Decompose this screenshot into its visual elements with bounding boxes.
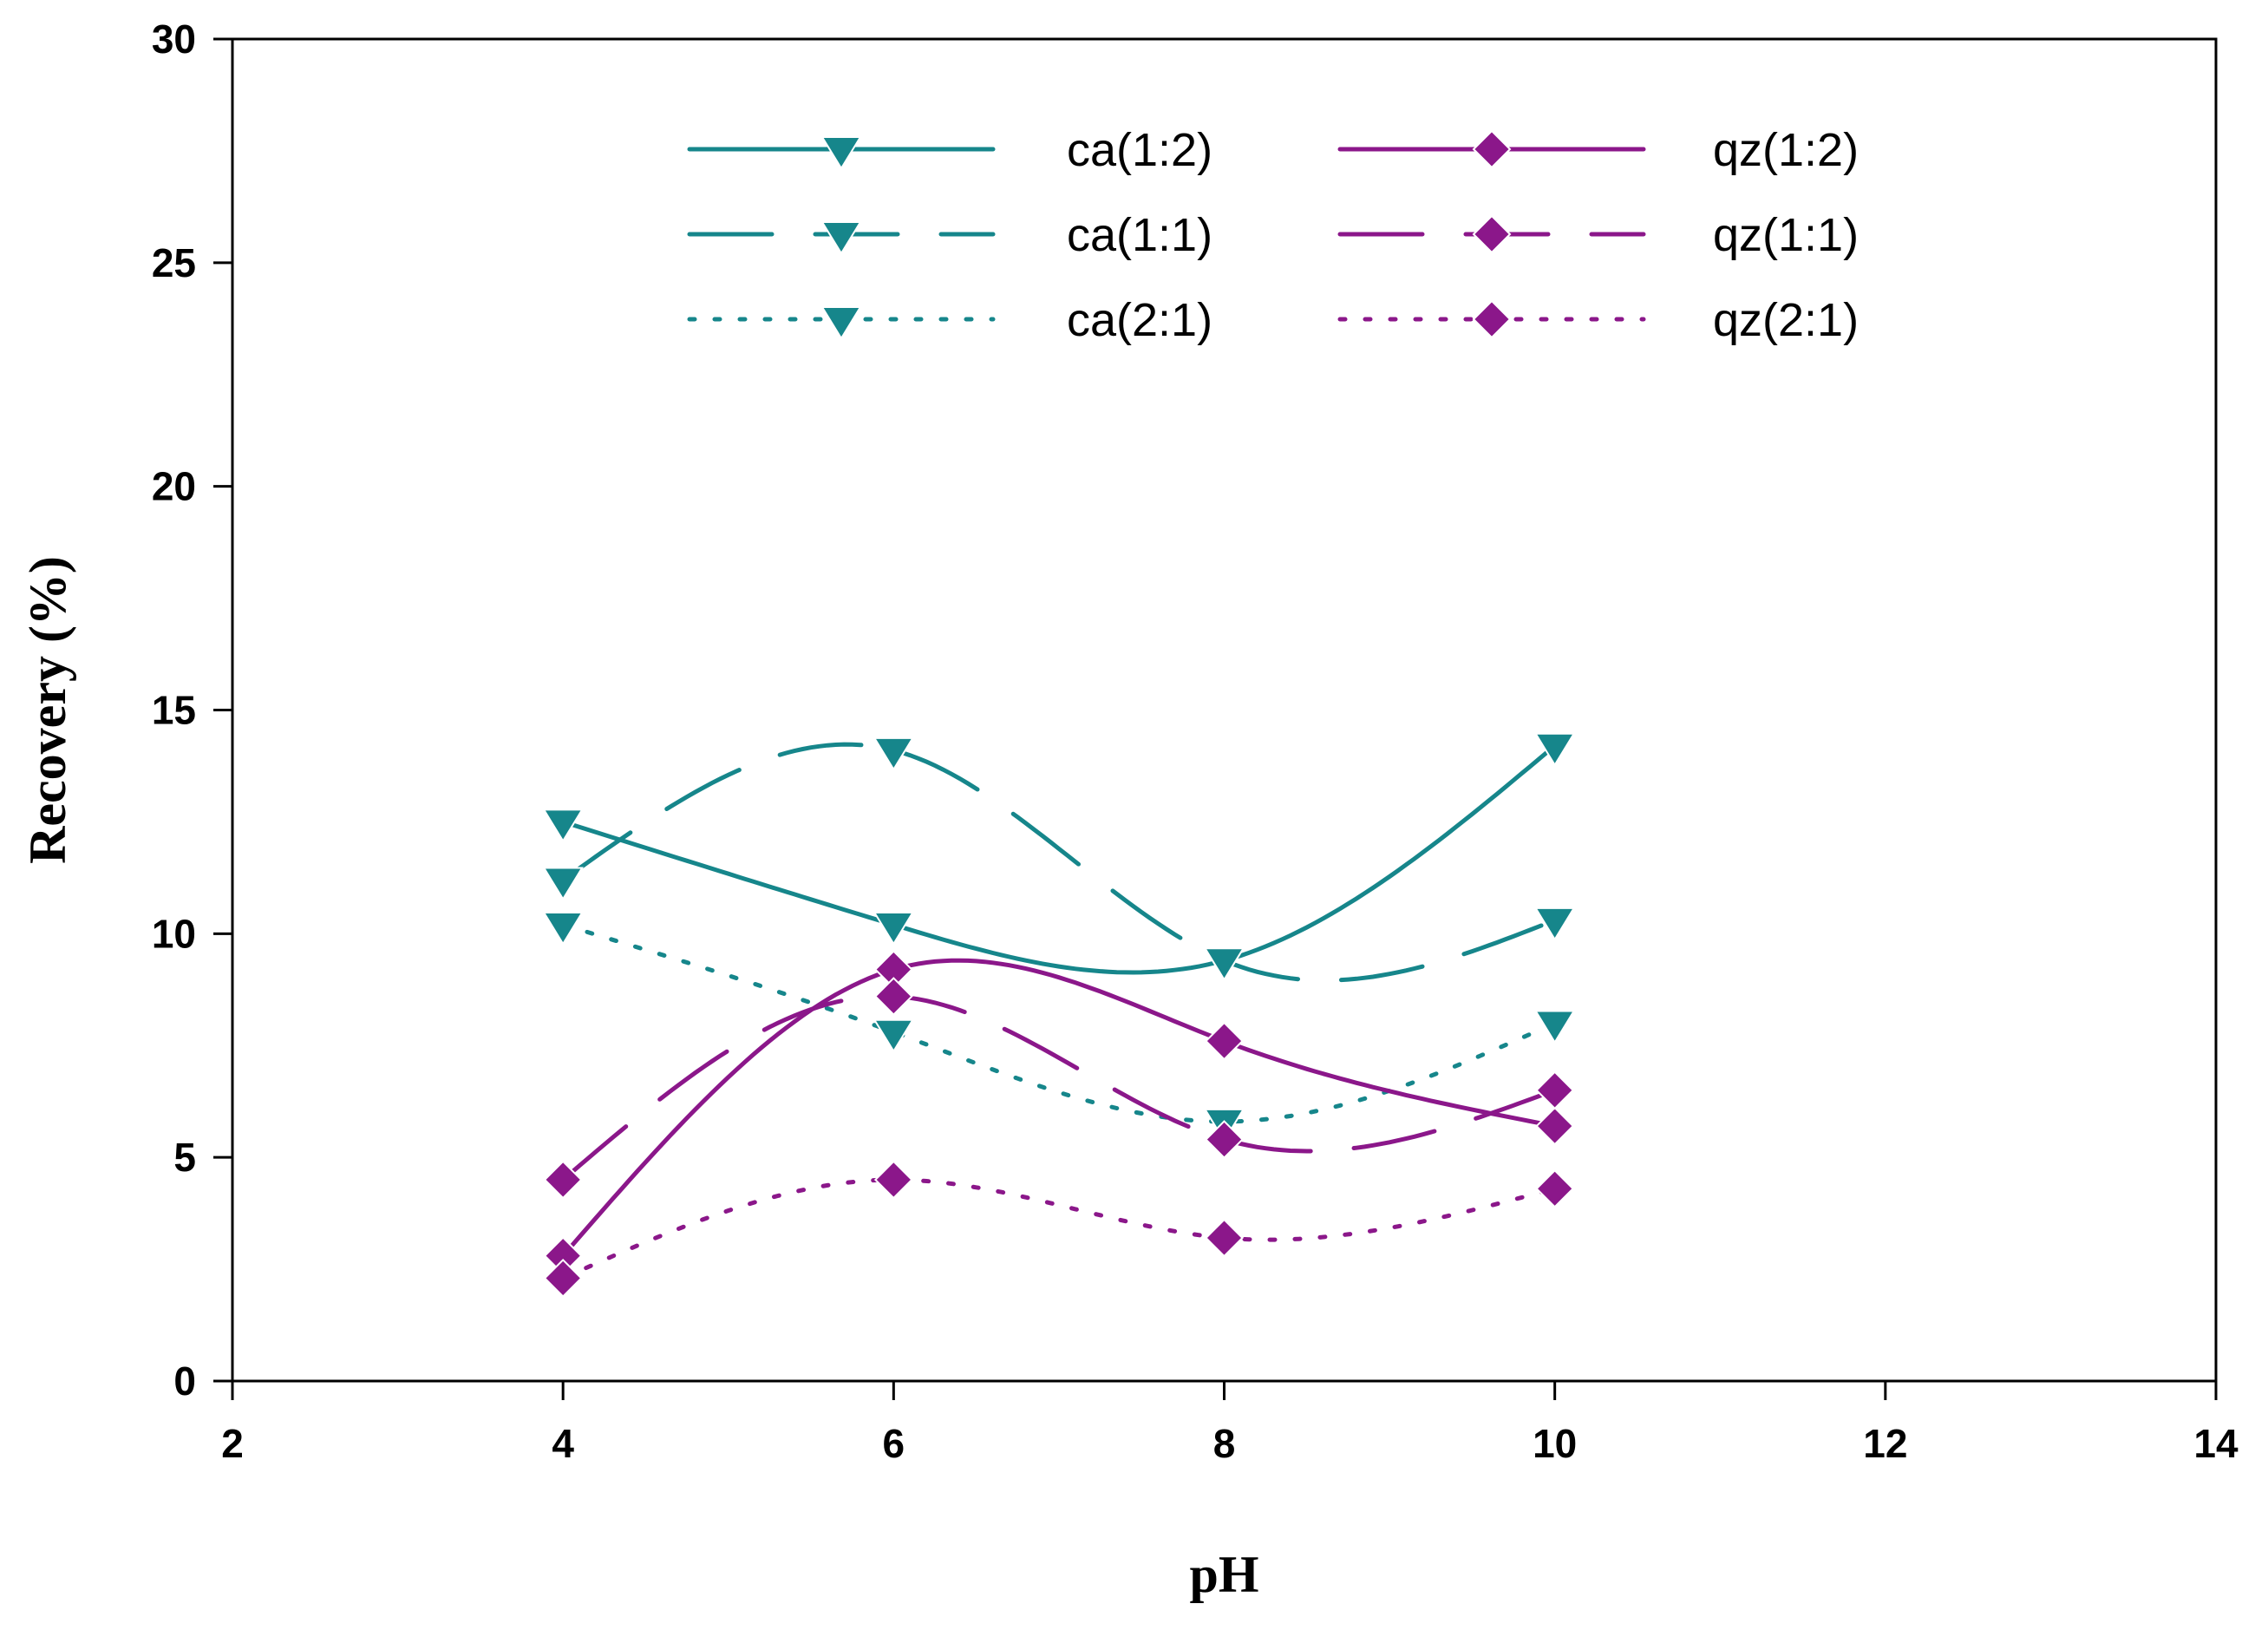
data-point-qz-2-1-ph-8: [1205, 1218, 1244, 1258]
data-point-qz-2-1-ph-6: [873, 1160, 913, 1200]
legend-label-qz-1-1: qz(1:1): [1713, 209, 1859, 261]
data-point-qz-1-1-ph-10: [1535, 1070, 1575, 1110]
data-point-ca-1-2-ph-6: [873, 912, 915, 946]
y-tick-label-20: 20: [152, 464, 196, 509]
legend-marker-qz-1-1: [1472, 214, 1512, 254]
data-point-qz-1-2-ph-10: [1535, 1106, 1575, 1146]
legend-label-ca-1-1: ca(1:1): [1067, 209, 1212, 261]
series-layer: [542, 732, 1576, 1298]
series-line-ca-1-2: [560, 743, 1558, 975]
x-tick-label-6: 6: [883, 1421, 905, 1466]
y-tick-label-15: 15: [152, 688, 196, 733]
legend-entry-ca-1-1: ca(1:1): [687, 209, 1212, 261]
data-point-qz-1-1-ph-8: [1205, 1120, 1244, 1159]
legend-label-qz-2-1: qz(2:1): [1713, 294, 1859, 346]
series-qz-1-2: [543, 950, 1575, 1276]
series-line-qz-1-1: [560, 993, 1558, 1182]
y-tick-label-25: 25: [152, 240, 196, 285]
series-line-qz-2-1: [560, 1177, 1558, 1280]
series-ca-1-1: [542, 736, 1576, 983]
data-point-qz-1-1-ph-4: [543, 1160, 583, 1200]
x-tick-label-12: 12: [1863, 1421, 1907, 1466]
data-point-ca-1-1-ph-8: [1203, 947, 1245, 982]
series-qz-2-1: [543, 1160, 1575, 1298]
x-tick-label-2: 2: [221, 1421, 244, 1466]
legend-entry-qz-2-1: qz(2:1): [1337, 294, 1859, 346]
data-point-ca-1-1-ph-6: [873, 736, 915, 771]
legend-label-ca-1-2: ca(1:2): [1067, 124, 1212, 176]
data-point-ca-2-1-ph-10: [1533, 1010, 1576, 1044]
x-axis-title: pH: [1189, 1546, 1258, 1603]
data-point-qz-2-1-ph-10: [1535, 1168, 1575, 1208]
data-point-ca-1-2-ph-4: [542, 808, 584, 843]
x-tick-label-14: 14: [2193, 1421, 2239, 1466]
legend-marker-ca-1-2: [820, 136, 862, 170]
x-tick-label-4: 4: [552, 1421, 574, 1466]
legend-label-qz-1-2: qz(1:2): [1713, 124, 1859, 176]
data-point-ca-2-1-ph-4: [542, 912, 584, 946]
legend-entry-qz-1-2: qz(1:2): [1337, 124, 1859, 176]
series-ca-1-2: [542, 732, 1576, 982]
data-point-ca-1-1-ph-4: [542, 867, 584, 901]
y-tick-label-5: 5: [173, 1135, 196, 1180]
legend: ca(1:2) ca(1:1) ca(2:1) qz(1:2) qz(1:1) qz(2:…: [687, 124, 1859, 346]
legend-marker-ca-1-1: [820, 221, 862, 255]
x-tick-label-10: 10: [1533, 1421, 1577, 1466]
data-point-qz-2-1-ph-4: [543, 1258, 583, 1298]
legend-entry-qz-1-1: qz(1:1): [1337, 209, 1859, 261]
series-line-qz-1-2: [560, 958, 1558, 1259]
data-point-ca-2-1-ph-6: [873, 1018, 915, 1053]
legend-entry-ca-1-2: ca(1:2): [687, 124, 1212, 176]
legend-marker-qz-2-1: [1472, 299, 1512, 339]
y-tick-label-10: 10: [152, 911, 196, 956]
legend-entry-ca-2-1: ca(2:1): [687, 294, 1212, 346]
x-tick-label-8: 8: [1213, 1421, 1236, 1466]
data-point-ca-1-1-ph-10: [1533, 907, 1576, 941]
axes: 2 4 6 8 10 12 14 0 5 10 15 20 25 30 pH Recovery (%): [19, 16, 2239, 1603]
series-qz-1-1: [543, 977, 1575, 1200]
legend-marker-qz-1-2: [1472, 129, 1512, 169]
data-point-qz-1-2-ph-8: [1205, 1021, 1244, 1061]
y-axis-title: Recovery (%): [19, 556, 76, 864]
series-line-ca-1-1: [560, 742, 1558, 983]
legend-marker-ca-2-1: [820, 306, 862, 340]
plot-frame: [231, 37, 2218, 1383]
data-point-ca-1-2-ph-10: [1533, 732, 1576, 767]
legend-label-ca-2-1: ca(2:1): [1067, 294, 1212, 346]
y-tick-label-30: 30: [152, 16, 196, 62]
y-tick-label-0: 0: [173, 1358, 196, 1404]
data-point-qz-1-1-ph-6: [873, 977, 913, 1016]
